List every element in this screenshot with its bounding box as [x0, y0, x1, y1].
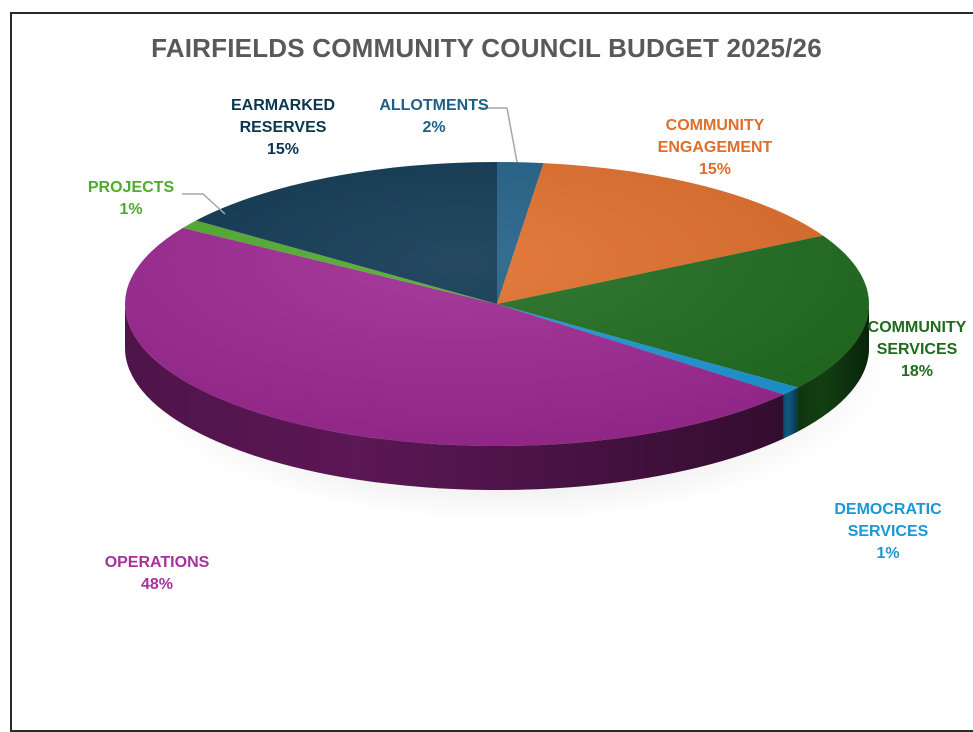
data-label-value-community-engagement: 15% [699, 161, 731, 178]
pie-chart: ALLOTMENTS 2% COMMUNITY ENGAGEMENT 15% COMMUN… [88, 97, 967, 593]
data-label-allotments: ALLOTMENTS [379, 97, 489, 114]
chart-title: FAIRFIELDS COMMUNITY COUNCIL BUDGET 2025… [151, 33, 822, 63]
data-label-community-engagement: ENGAGEMENT [658, 139, 773, 156]
data-label-earmarked-reserves: RESERVES [240, 119, 327, 136]
leader-line-projects [182, 193, 226, 215]
pie-side-shading-community-services [797, 304, 869, 432]
pie-top-highlight [125, 162, 869, 446]
data-label-earmarked-reserves: EARMARKED [231, 97, 335, 114]
data-label-community-services: COMMUNITY [868, 319, 967, 336]
data-label-value-operations: 48% [141, 576, 173, 593]
pie-side-shading-democratic-services [783, 387, 798, 439]
data-label-operations: OPERATIONS [105, 554, 210, 571]
data-label-community-services: SERVICES [877, 341, 958, 358]
data-label-value-allotments: 2% [422, 119, 445, 136]
data-label-value-community-services: 18% [901, 363, 933, 380]
data-label-community-engagement: COMMUNITY [666, 117, 765, 134]
data-label-value-democratic-services: 1% [876, 545, 899, 562]
leader-line-allotments [478, 107, 518, 163]
pie-side-shading-operations [124, 304, 784, 490]
data-label-value-projects: 1% [119, 201, 142, 218]
data-label-democratic-services: DEMOCRATIC [834, 501, 942, 518]
data-label-democratic-services: SERVICES [848, 523, 929, 540]
data-label-projects: PROJECTS [88, 179, 175, 196]
data-label-value-earmarked-reserves: 15% [267, 141, 299, 158]
